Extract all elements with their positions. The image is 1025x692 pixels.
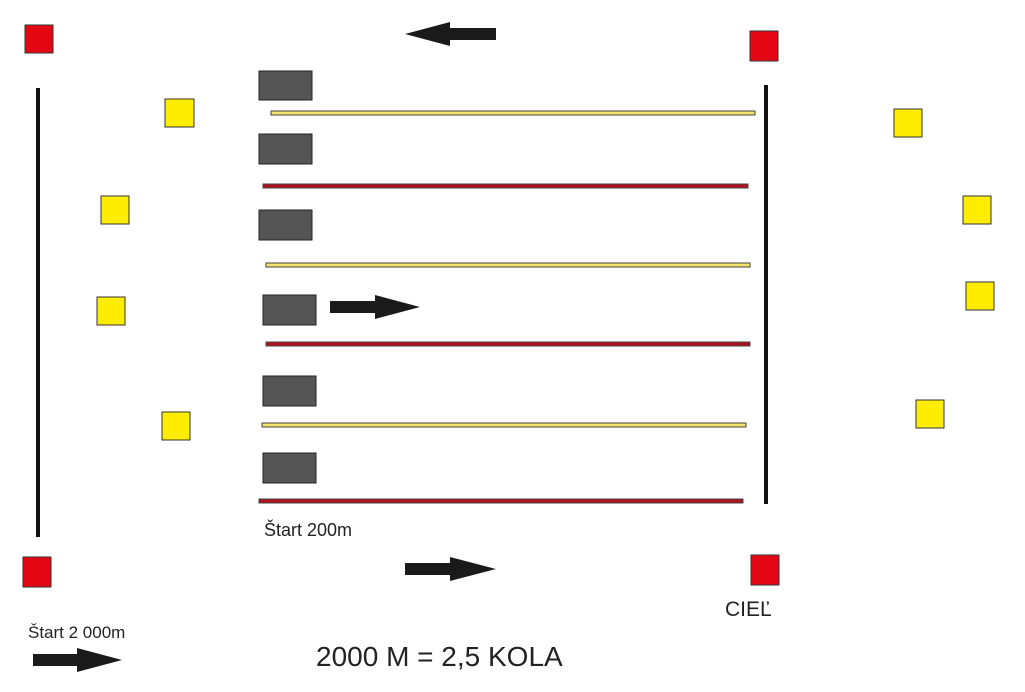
boats <box>258 70 317 484</box>
red-buoy <box>24 24 54 54</box>
lane-line <box>265 262 751 268</box>
arrow-right <box>405 557 496 581</box>
yellow-buoy <box>962 195 992 225</box>
red-buoy <box>749 30 779 62</box>
boat <box>262 375 317 407</box>
yellow-buoys <box>96 98 995 441</box>
arrow-right <box>33 648 122 672</box>
arrow-left <box>405 22 496 46</box>
yellow-buoy <box>915 399 945 429</box>
yellow-buoy <box>893 108 923 138</box>
lane-lines <box>258 110 756 504</box>
arrows <box>33 22 496 672</box>
yellow-buoy <box>164 98 195 128</box>
start-2000-label: Štart 2 000m <box>28 623 125 642</box>
boat <box>262 452 317 484</box>
start-200-label: Štart 200m <box>264 519 352 540</box>
lane-line <box>265 341 751 347</box>
finish-label: CIEĽ <box>725 598 772 621</box>
lane-line <box>270 110 756 116</box>
yellow-buoy <box>965 281 995 311</box>
yellow-buoy <box>100 195 130 225</box>
arrow-right <box>330 295 420 319</box>
boat <box>258 209 313 241</box>
distance-note: 2000 M = 2,5 KOLA <box>316 641 563 672</box>
yellow-buoy <box>161 411 191 441</box>
lane-line <box>258 498 744 504</box>
lane-line <box>262 183 749 189</box>
boat <box>262 294 317 326</box>
boat <box>258 70 313 101</box>
yellow-buoy <box>96 296 126 326</box>
red-buoys <box>22 24 780 588</box>
red-buoy <box>750 554 780 586</box>
red-buoy <box>22 556 52 588</box>
lane-line <box>261 422 747 428</box>
boat <box>258 133 313 165</box>
